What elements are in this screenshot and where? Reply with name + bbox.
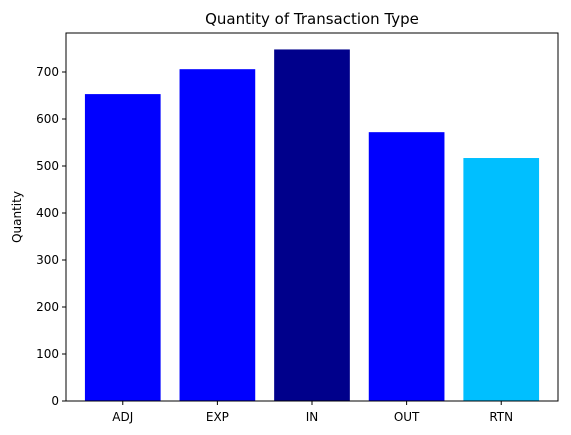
y-tick-label: 100 — [36, 347, 59, 361]
bar-out — [368, 132, 445, 402]
x-tick-label: OUT — [394, 410, 420, 424]
x-tick-label: RTN — [489, 410, 513, 424]
y-tick-label: 600 — [36, 112, 59, 126]
y-tick-label: 300 — [36, 253, 59, 267]
bar-adj — [84, 94, 161, 402]
plot-frame — [65, 32, 559, 402]
y-tick-label: 500 — [36, 159, 59, 173]
x-tick-label: ADJ — [112, 410, 133, 424]
y-tick-label: 200 — [36, 300, 59, 314]
bar-rtn — [463, 158, 540, 401]
chart-title: Quantity of Transaction Type — [205, 10, 419, 28]
bar-in — [274, 49, 350, 401]
y-tick-label: 0 — [51, 394, 59, 408]
x-tick-label: EXP — [206, 410, 229, 424]
y-tick-label: 400 — [36, 206, 59, 220]
y-axis-label: Quantity — [10, 191, 24, 243]
bar-exp — [179, 69, 256, 401]
x-tick-label: IN — [306, 410, 319, 424]
y-tick-label: 700 — [36, 65, 59, 79]
